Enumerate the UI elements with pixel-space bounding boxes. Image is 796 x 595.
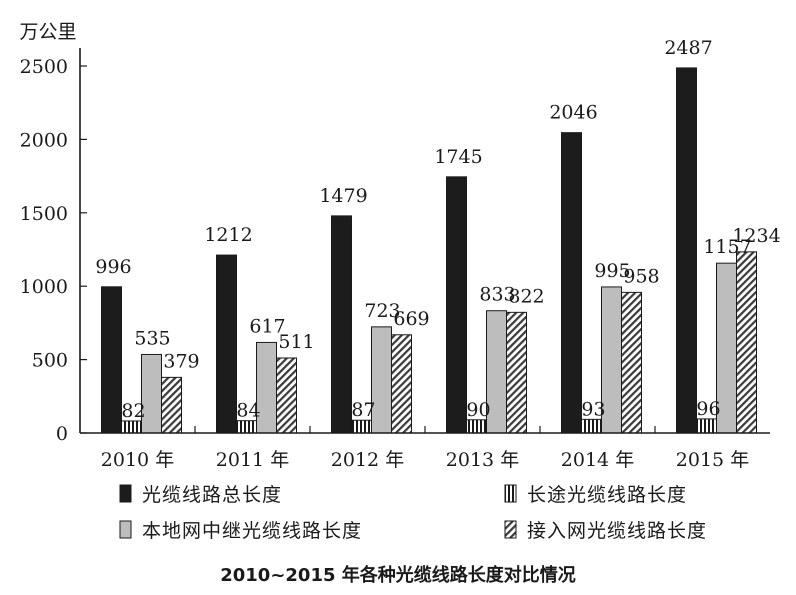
legend-swatch [504,520,517,539]
bar-access [391,334,412,434]
bar-value-label: 535 [134,327,170,349]
bars-group [101,67,757,434]
bar-value-label: 1234 [732,225,780,247]
x-tick-label: 2015 年 [676,449,749,471]
y-tick-label: 1500 [20,203,68,225]
bar-value-label: 2046 [549,102,597,124]
x-tick-label: 2014 年 [561,449,634,471]
bar-access [506,311,527,434]
bar-longhaul [696,418,717,434]
bar-value-label: 511 [278,331,314,353]
bar-total [216,254,237,434]
legend-label: 本地网中继光缆线路长度 [142,520,362,542]
y-tick-label: 0 [56,423,68,445]
bar-total [676,67,697,434]
bar-longhaul [121,420,142,434]
bar-access [621,291,642,434]
legend-label: 接入网光缆线路长度 [527,520,707,542]
bar-value-label: 96 [696,398,720,420]
bar-value-label: 723 [364,300,400,322]
y-tick-label: 2000 [20,129,68,151]
x-axis-ticks: 2010 年 2011 年 2012 年 2013 年 2014 年 2015 年 [101,426,749,471]
bar-longhaul [236,420,257,434]
bar-value-label: 1157 [703,236,751,258]
y-tick-label: 500 [32,350,68,372]
bar-value-label: 822 [508,285,544,307]
bar-access [736,251,757,434]
x-tick-label: 2013 年 [446,449,519,471]
bar-total [101,286,122,434]
bar-value-label: 958 [623,265,659,287]
x-tick-label: 2011 年 [216,449,289,471]
bar-value-label: 669 [393,308,429,330]
bar-longhaul [466,419,487,434]
bar-total [561,132,582,434]
bar-total [331,215,352,434]
bar-value-label: 87 [351,399,375,421]
bar-value-label: 90 [466,399,490,421]
legend-swatch [119,484,132,503]
x-tick-label: 2012 年 [331,449,404,471]
chart-caption: 2010~2015 年各种光缆线路长度对比情况 [220,564,576,586]
bar-value-label: 93 [581,398,605,420]
bar-value-label: 84 [236,400,260,422]
bar-value-label: 833 [479,284,515,306]
y-tick-label: 1000 [20,276,68,298]
bar-value-label: 617 [249,315,285,337]
legend-swatch [119,520,132,539]
legend-swatch [504,484,517,503]
bar-longhaul [581,418,602,434]
bar-value-label: 1745 [434,146,482,168]
y-axis-unit-label: 万公里 [19,21,76,43]
y-tick-label: 2500 [20,56,68,78]
bar-value-label: 995 [594,260,630,282]
bar-value-label: 2487 [664,37,712,59]
bar-value-label: 379 [163,350,199,372]
y-axis-ticks: 0 500 1000 1500 2000 2500 [20,56,87,445]
bar-longhaul [351,419,372,434]
bar-value-label: 82 [121,400,145,422]
legend-label: 长途光缆线路长度 [527,484,687,506]
bar-total [446,176,467,434]
bar-value-label: 996 [95,256,131,278]
bar-value-label: 1479 [319,185,367,207]
legend-label: 光缆线路总长度 [142,484,282,506]
bar-value-label: 1212 [204,224,252,246]
bar-access [276,357,297,434]
bar-access [161,376,182,434]
x-tick-label: 2010 年 [101,449,174,471]
